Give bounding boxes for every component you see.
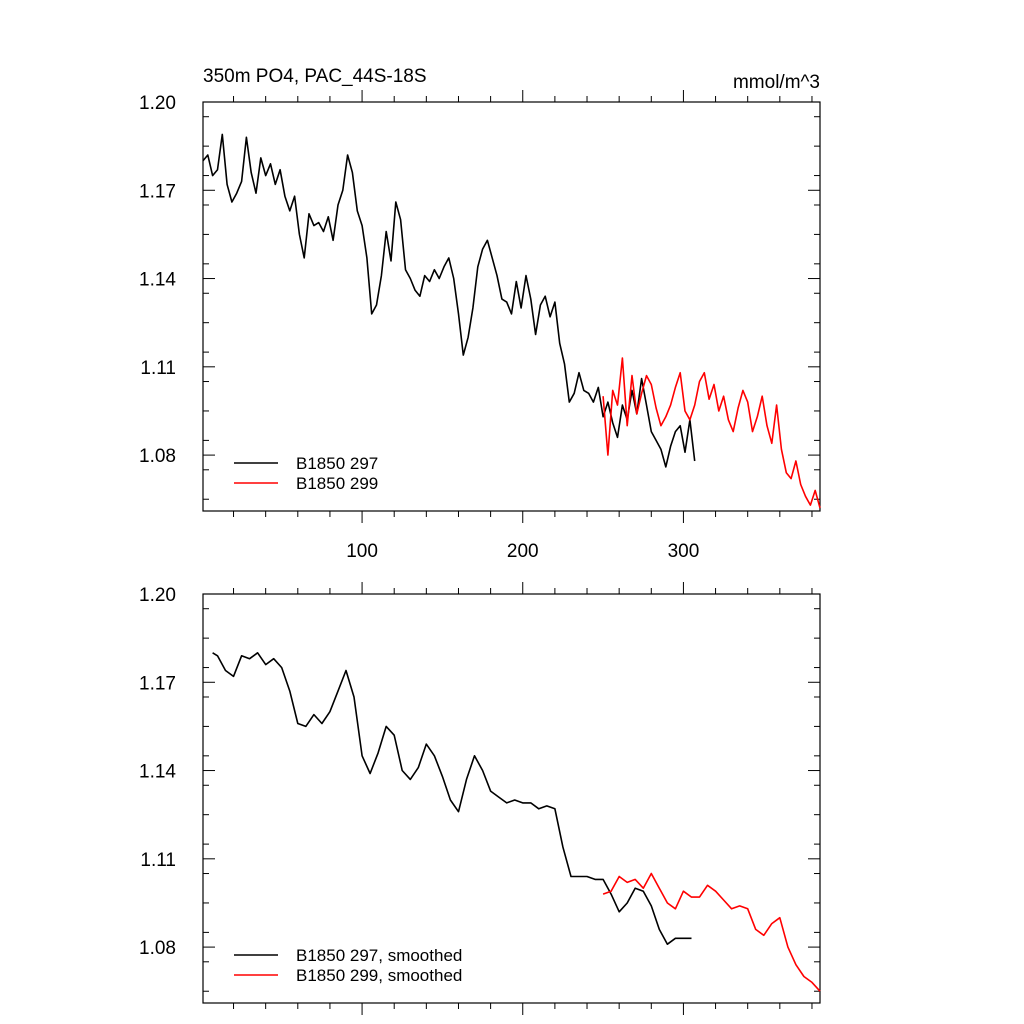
legend-label-1: B1850 299, smoothed (296, 966, 462, 985)
y-tick-label: 1.11 (140, 850, 176, 871)
series-line-0 (202, 133, 696, 468)
plot-frame (202, 101, 821, 512)
chart-title: 350m PO4, PAC_44S-18S (203, 66, 427, 87)
series-line-1 (602, 872, 821, 992)
y-tick-label: 1.14 (139, 762, 176, 783)
x-tick-label: 200 (507, 541, 539, 562)
y-tick-label: 1.20 (139, 93, 176, 114)
units-label: mmol/m^3 (733, 72, 820, 93)
y-tick-label: 1.08 (139, 938, 176, 959)
chart-raw: 1.20 1.17 1.14 1.11 1.08 100 200 300 350m PO4, P… (139, 66, 821, 562)
x-tick-label: 100 (346, 541, 378, 562)
series-line-0 (212, 652, 692, 945)
y-tick-label: 1.14 (139, 270, 176, 291)
x-tick-label: 300 (668, 541, 700, 562)
y-tick-label: 1.17 (139, 673, 176, 694)
y-tick-label: 1.08 (139, 446, 176, 467)
legend-label-0: B1850 297, smoothed (296, 946, 462, 965)
y-tick-label: 1.20 (139, 585, 176, 606)
legend-label-0: B1850 297 (296, 454, 378, 473)
y-tick-label: 1.17 (139, 181, 176, 202)
y-tick-label: 1.11 (140, 358, 176, 379)
plot-frame (202, 593, 821, 1004)
legend-label-1: B1850 299 (296, 474, 378, 493)
series-line-1 (602, 357, 821, 509)
chart-smoothed: 1.20 1.17 1.14 1.11 1.08 B1850 297, smoothedB… (139, 582, 821, 1015)
